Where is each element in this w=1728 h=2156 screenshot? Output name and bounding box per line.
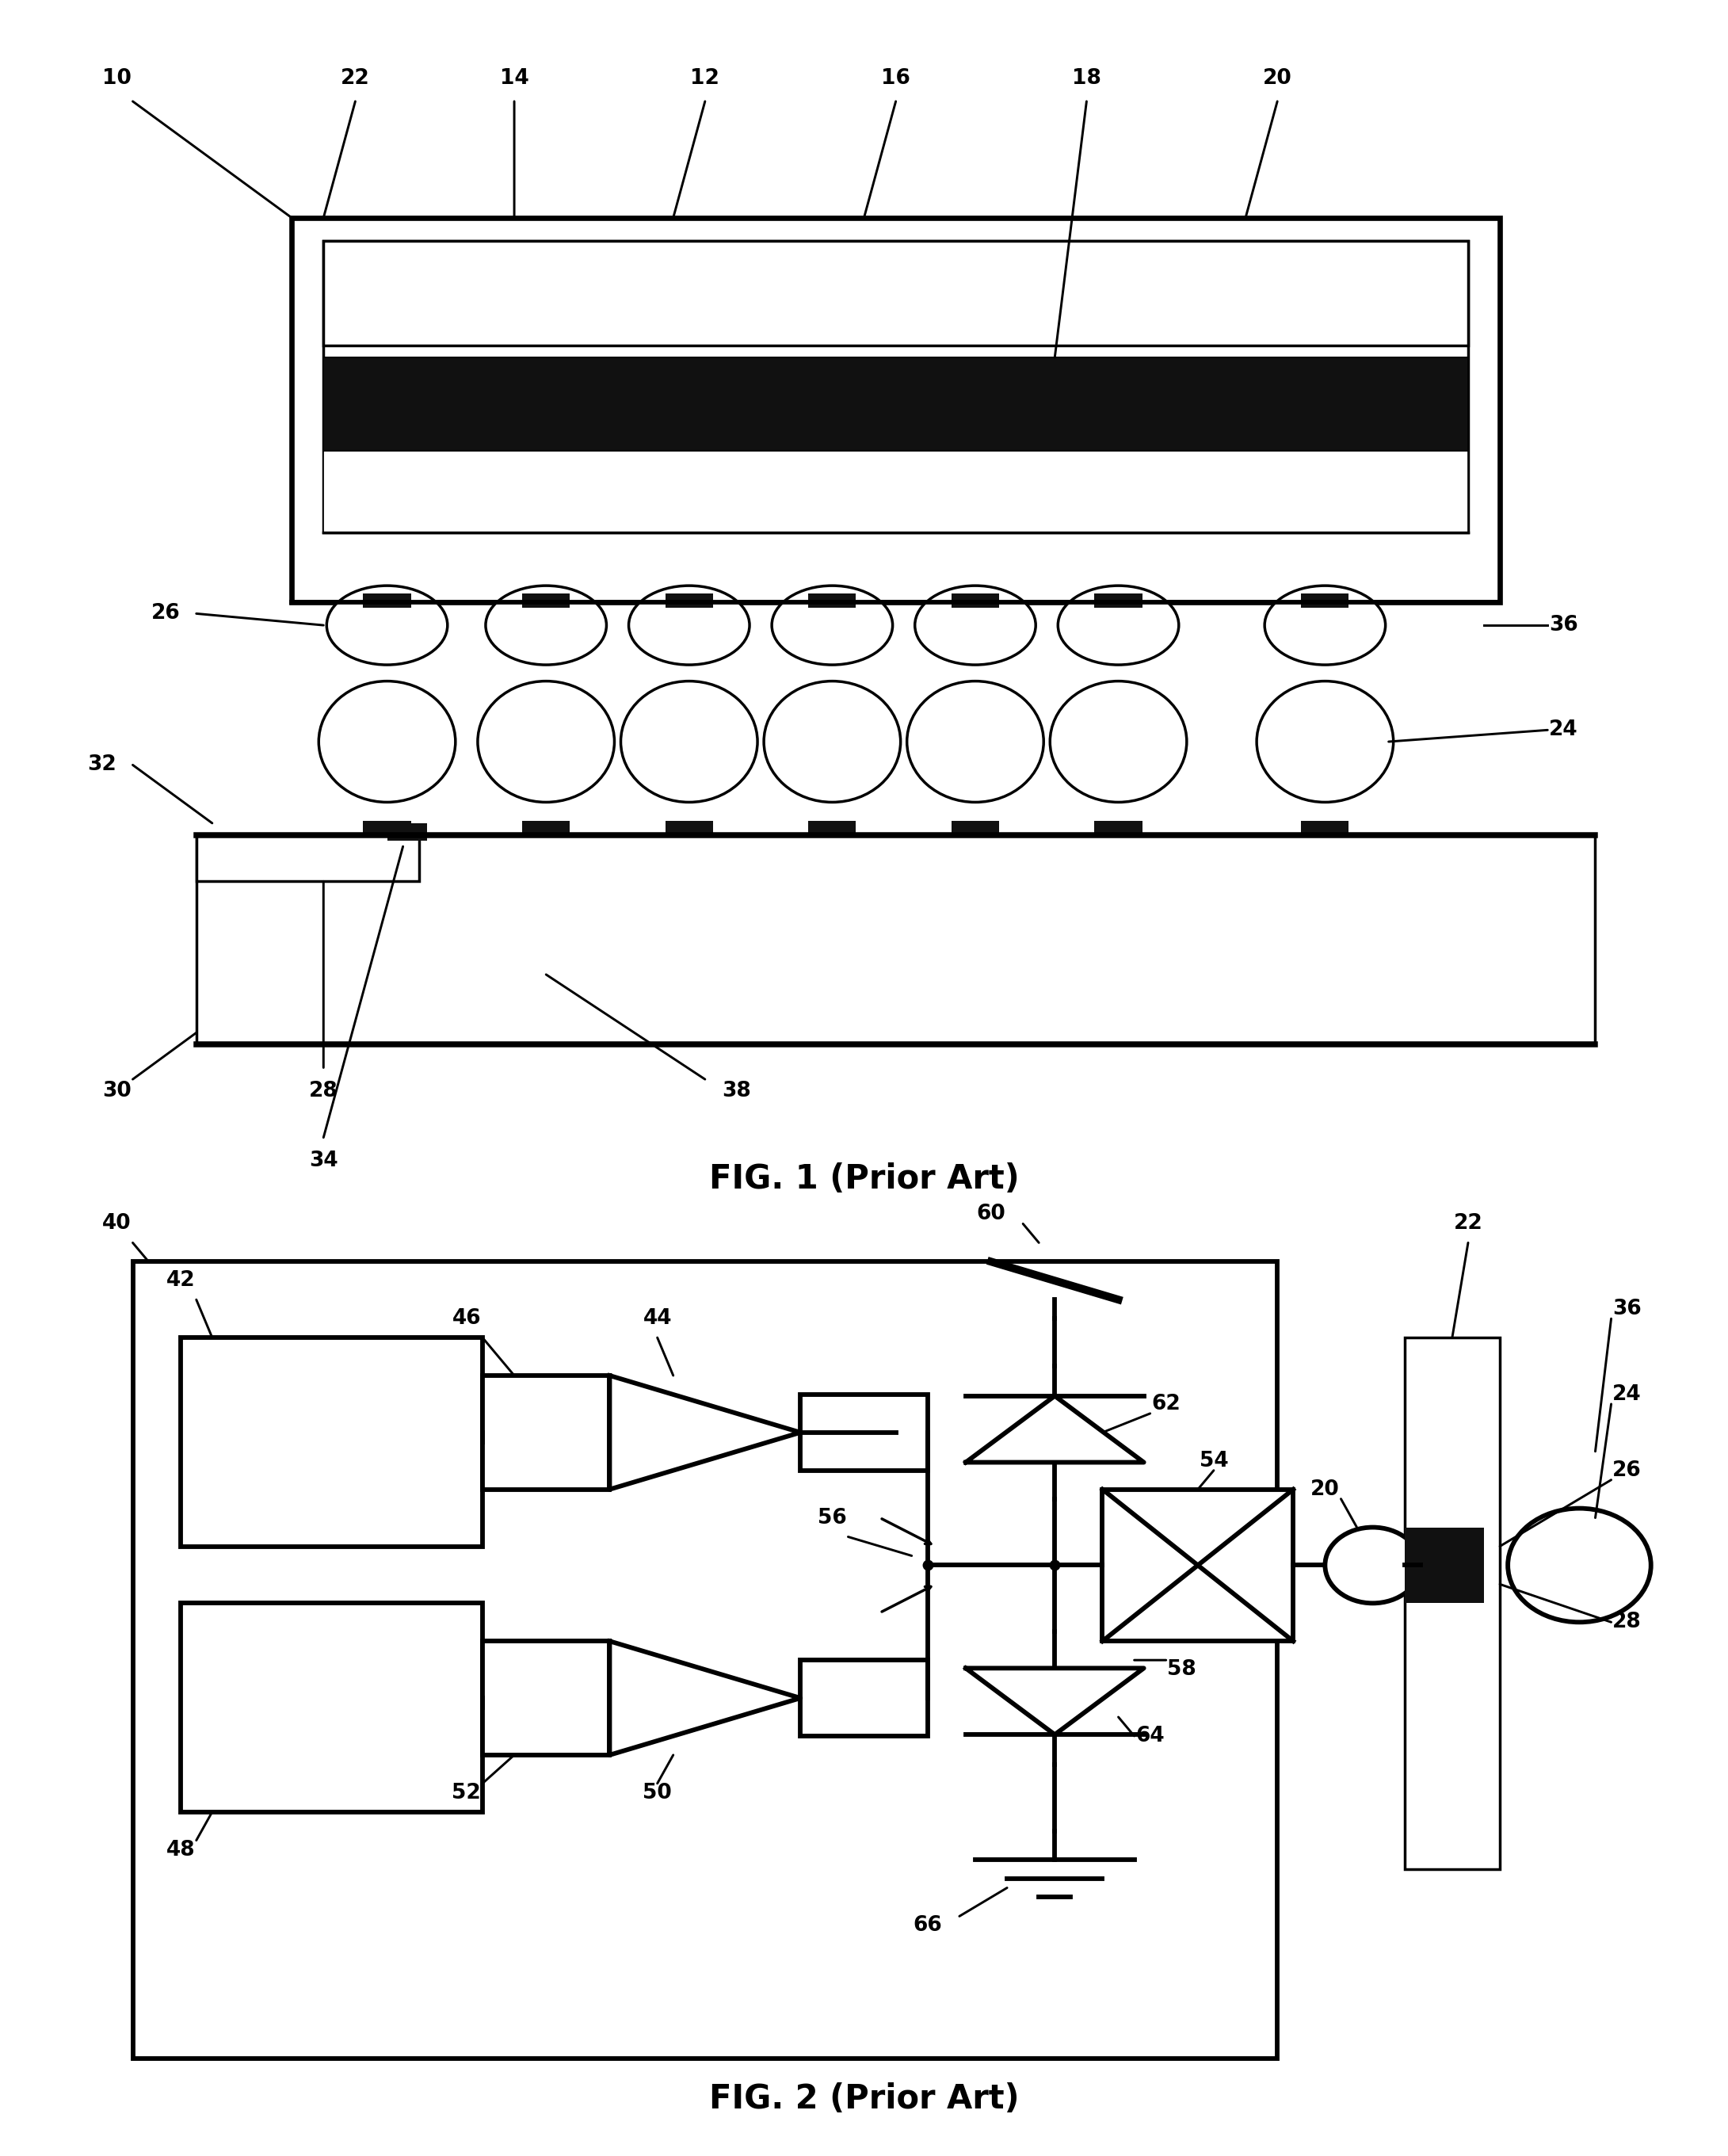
Bar [1405, 1526, 1484, 1604]
Ellipse shape [327, 586, 448, 664]
Bar [323, 241, 1469, 533]
Bar [363, 821, 411, 834]
Bar [482, 1376, 610, 1490]
Text: 62: 62 [1151, 1393, 1180, 1414]
Bar [363, 593, 411, 608]
Bar [952, 821, 999, 834]
Text: 46: 46 [453, 1309, 480, 1328]
Ellipse shape [907, 681, 1044, 802]
Bar [482, 1641, 610, 1755]
Text: 36: 36 [1612, 1298, 1642, 1319]
Text: 52: 52 [453, 1783, 480, 1802]
Bar [1405, 1337, 1500, 1869]
Bar [180, 1604, 482, 1811]
Text: 28: 28 [1612, 1613, 1642, 1632]
Bar [665, 821, 714, 834]
Bar [1094, 593, 1142, 608]
Bar [809, 821, 855, 834]
Text: 20: 20 [1263, 67, 1293, 88]
Bar [323, 358, 1469, 451]
Bar [800, 1395, 928, 1470]
Text: 36: 36 [1548, 614, 1578, 636]
Bar [1094, 821, 1142, 834]
Ellipse shape [477, 681, 615, 802]
Text: 22: 22 [340, 67, 370, 88]
Ellipse shape [1058, 586, 1178, 664]
Ellipse shape [772, 586, 893, 664]
Bar [292, 218, 1500, 602]
Bar [197, 834, 418, 882]
Ellipse shape [318, 681, 456, 802]
Bar [665, 593, 714, 608]
Text: 58: 58 [1168, 1660, 1196, 1680]
Bar [133, 1261, 1277, 2059]
Bar [180, 1337, 482, 1546]
Text: 16: 16 [881, 67, 911, 88]
Text: 44: 44 [643, 1309, 672, 1328]
Ellipse shape [1325, 1526, 1420, 1604]
Ellipse shape [1256, 681, 1393, 802]
Text: 50: 50 [643, 1783, 672, 1802]
Bar [323, 451, 1469, 533]
Text: 22: 22 [1453, 1214, 1483, 1233]
Text: FIG. 1 (Prior Art): FIG. 1 (Prior Art) [708, 1162, 1020, 1197]
Text: 12: 12 [691, 67, 719, 88]
Bar [1301, 593, 1350, 608]
Ellipse shape [629, 586, 750, 664]
Text: 54: 54 [1199, 1451, 1229, 1470]
Text: 60: 60 [976, 1203, 1006, 1225]
Text: 32: 32 [88, 755, 118, 776]
Ellipse shape [486, 586, 607, 664]
Bar [387, 824, 427, 841]
Text: 14: 14 [499, 67, 529, 88]
Bar [1102, 1490, 1293, 1641]
Text: 18: 18 [1071, 67, 1101, 88]
Bar [197, 834, 1595, 1044]
Ellipse shape [1265, 586, 1386, 664]
Ellipse shape [764, 681, 900, 802]
Text: 28: 28 [309, 1080, 339, 1102]
Ellipse shape [1509, 1509, 1650, 1621]
Text: 64: 64 [1135, 1725, 1165, 1746]
Ellipse shape [620, 681, 757, 802]
Text: 40: 40 [102, 1214, 131, 1233]
Bar [323, 241, 1469, 345]
Bar [323, 358, 1469, 451]
Bar [323, 451, 1469, 533]
Text: 56: 56 [817, 1507, 847, 1529]
Bar [522, 593, 570, 608]
Text: 26: 26 [152, 604, 180, 623]
Text: 26: 26 [1612, 1460, 1642, 1481]
Text: 30: 30 [102, 1080, 131, 1102]
Text: 38: 38 [722, 1080, 752, 1102]
Bar [522, 821, 570, 834]
Bar [1301, 821, 1350, 834]
Text: 10: 10 [102, 67, 131, 88]
Bar [323, 241, 1469, 345]
Bar [809, 593, 855, 608]
Text: 24: 24 [1548, 720, 1578, 740]
Text: 48: 48 [166, 1839, 195, 1861]
Bar [800, 1660, 928, 1736]
Text: 34: 34 [309, 1151, 339, 1171]
Ellipse shape [914, 586, 1035, 664]
Bar [952, 593, 999, 608]
Text: 66: 66 [912, 1915, 942, 1936]
Text: 20: 20 [1310, 1479, 1339, 1501]
Text: 24: 24 [1612, 1384, 1642, 1406]
Text: FIG. 2 (Prior Art): FIG. 2 (Prior Art) [708, 2083, 1020, 2115]
Text: 42: 42 [166, 1270, 195, 1291]
Ellipse shape [1051, 681, 1187, 802]
